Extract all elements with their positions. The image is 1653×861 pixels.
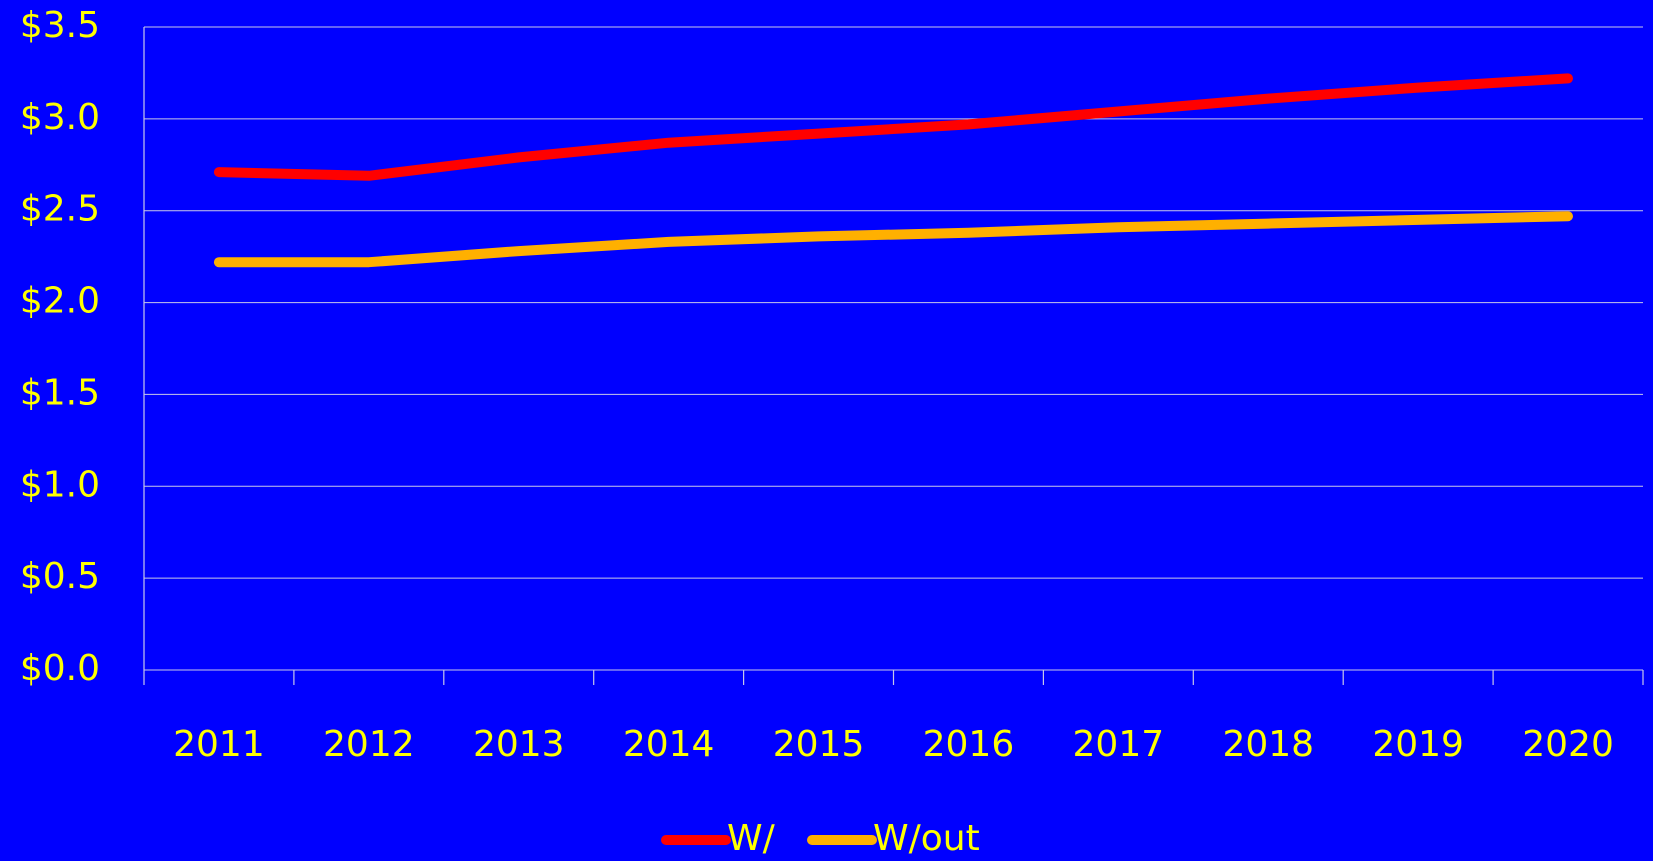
x-tick-label: 2014 xyxy=(623,724,715,765)
y-tick-label: $3.5 xyxy=(20,5,100,46)
y-tick-label: $1.0 xyxy=(20,464,100,505)
legend-label: W/out xyxy=(873,818,980,859)
y-tick-label: $0.5 xyxy=(20,556,100,597)
x-tick-label: 2018 xyxy=(1222,724,1314,765)
line-series xyxy=(213,211,1573,268)
y-tick-label: $3.0 xyxy=(20,97,100,138)
x-tick-label: 2013 xyxy=(473,724,565,765)
y-tick-label: $2.5 xyxy=(20,189,100,230)
x-tick-label: 2012 xyxy=(323,724,415,765)
x-tick-label: 2017 xyxy=(1073,724,1165,765)
x-tick-label: 2011 xyxy=(173,724,265,765)
x-tick-label: 2020 xyxy=(1522,724,1614,765)
y-tick-label: $0.0 xyxy=(20,648,100,689)
y-tick-label: $1.5 xyxy=(20,372,100,413)
x-tick-label: 2015 xyxy=(773,724,865,765)
legend-label: W/ xyxy=(727,818,776,859)
line-series xyxy=(213,73,1573,181)
x-tick-label: 2019 xyxy=(1372,724,1464,765)
y-tick-label: $2.0 xyxy=(20,281,100,322)
x-tick-label: 2016 xyxy=(923,724,1015,765)
